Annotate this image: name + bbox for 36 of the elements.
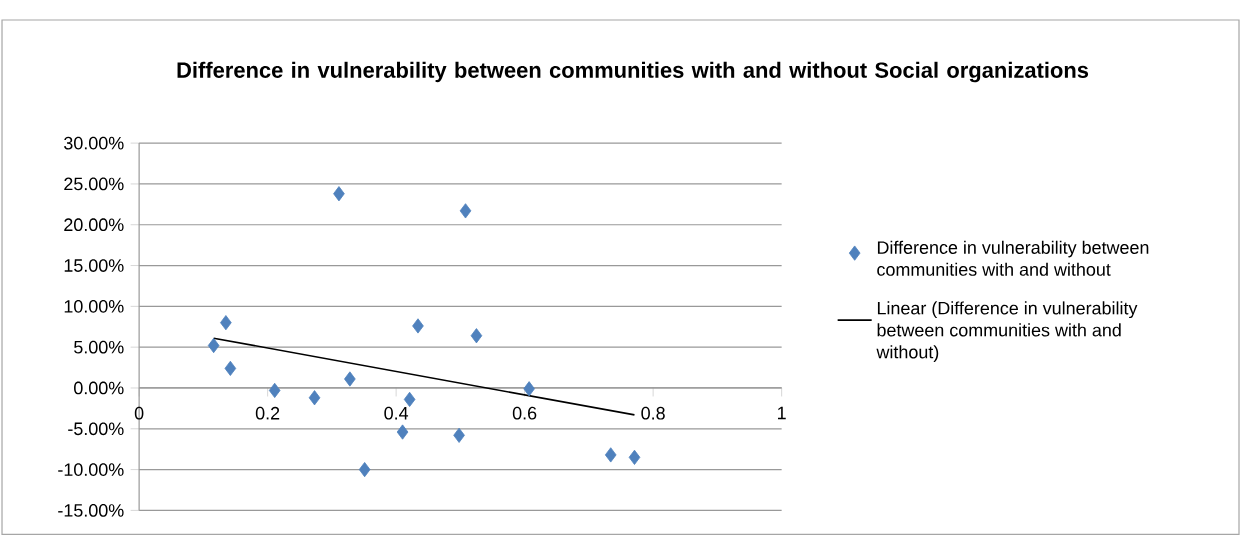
- legend-label: Linear (Difference in vulnerability between communities with and without): [876, 301, 1138, 362]
- y-tick-label: 30.00%: [64, 136, 124, 150]
- y-tick-label: -10.00%: [58, 463, 124, 476]
- y-tick-label: 0.00%: [74, 381, 124, 395]
- x-tick-label: 0.2: [255, 406, 280, 420]
- point: [412, 318, 424, 334]
- y-tick-label: 25.00%: [64, 177, 124, 191]
- point: [308, 389, 321, 406]
- point: [604, 447, 617, 463]
- y-tick-label: 10.00%: [64, 299, 124, 313]
- point: [453, 427, 465, 443]
- x-tick-label: 0.8: [641, 406, 665, 420]
- point: [333, 185, 345, 202]
- point: [628, 449, 641, 465]
- y-tick-label: 20.00%: [64, 218, 124, 231]
- x-tick-label: 0.4: [384, 406, 409, 420]
- x-tick-label: 0: [134, 406, 144, 420]
- point: [224, 360, 237, 376]
- point: [268, 382, 281, 398]
- legend-label: Difference in vulnerability between communities with and without: [877, 240, 1149, 276]
- point: [403, 391, 416, 407]
- x-tick-label: 1: [778, 406, 786, 419]
- chart-title: Difference in vulnerability between communities with and without Social organizations: [177, 61, 1089, 83]
- y-tick-label: -15.00%: [58, 503, 124, 517]
- point: [396, 424, 409, 440]
- y-tick-label: 5.00%: [74, 340, 124, 354]
- point: [459, 203, 472, 219]
- point: [220, 314, 232, 331]
- y-tick-label: 15.00%: [64, 258, 124, 272]
- point: [207, 337, 220, 353]
- x-tick-label: 0.6: [512, 406, 537, 420]
- point: [358, 461, 371, 477]
- point: [470, 327, 483, 344]
- point: [523, 381, 535, 397]
- point: [344, 371, 356, 387]
- y-tick-label: -5.00%: [68, 422, 124, 435]
